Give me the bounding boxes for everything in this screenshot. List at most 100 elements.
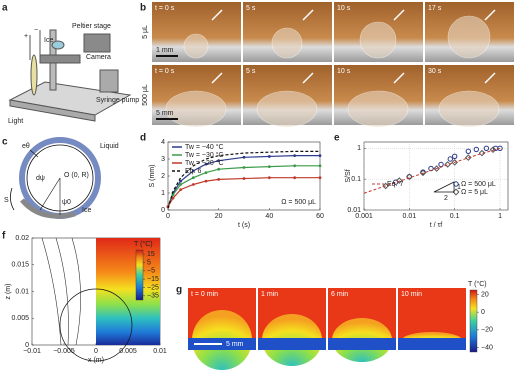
y-tick-label: 0	[25, 342, 29, 349]
temperature-field	[96, 238, 160, 345]
point	[318, 176, 322, 180]
legend-label: Ω = 5 μL	[461, 189, 488, 196]
label: Ice	[82, 207, 91, 214]
point	[179, 188, 183, 192]
contour-line	[41, 237, 62, 346]
droplet	[165, 90, 227, 128]
colorbar-label: 15	[147, 251, 155, 258]
y-tick-label: 1	[357, 145, 361, 152]
scale-label: 5 mm	[156, 110, 174, 117]
point	[293, 154, 297, 158]
point	[438, 161, 444, 168]
point	[473, 146, 480, 153]
slope-triangle	[433, 181, 455, 193]
legend-label: Tw = −30 °C	[185, 151, 224, 159]
cold-plate	[398, 338, 466, 350]
colorbar-label: 5	[147, 259, 151, 266]
y-tick-label: 0.02	[15, 235, 29, 242]
colorbar-title: T (°C)	[134, 240, 153, 248]
label: dψ	[36, 175, 45, 182]
series-line	[167, 155, 320, 207]
contour-line	[71, 237, 81, 346]
note: Ω = 500 μL	[281, 199, 316, 206]
point	[267, 155, 271, 158]
y-tick-label: 2	[161, 173, 165, 180]
point	[242, 177, 246, 180]
y-tick-label: 0.015	[11, 262, 29, 269]
point	[483, 145, 490, 151]
colorbar-label: −15	[147, 276, 159, 283]
label: Liquid	[100, 143, 119, 150]
colorbar-label: −5	[147, 268, 155, 275]
panel-label: e	[334, 133, 340, 144]
point	[406, 173, 413, 181]
legend-label: Tw = −40 °C	[185, 143, 224, 151]
point	[217, 159, 221, 163]
legend-label: Tw = −20 °C	[185, 159, 224, 167]
time-label: t = 0 s	[155, 5, 175, 12]
arrow	[393, 72, 405, 84]
point	[204, 162, 208, 166]
y-tick-label: 1	[161, 190, 165, 197]
x-tick-label: −0.01	[23, 348, 41, 355]
panel-label: d	[140, 133, 146, 144]
series-line	[167, 150, 320, 209]
point	[191, 176, 195, 180]
row-label: 5 μL	[142, 25, 149, 39]
arrow	[484, 9, 496, 21]
point	[497, 145, 503, 151]
colorbar	[469, 289, 478, 353]
x-tick-label: 0	[166, 213, 170, 220]
point	[204, 179, 208, 183]
point	[489, 146, 497, 154]
point	[293, 164, 297, 168]
point	[318, 154, 322, 158]
panel-label: f	[2, 231, 6, 242]
panel-label: b	[140, 3, 146, 14]
x-axis-label: t (s)	[238, 222, 250, 229]
point	[217, 178, 221, 181]
label: Peltier stage	[72, 23, 111, 30]
panel-label: g	[176, 285, 182, 296]
point	[179, 183, 183, 186]
droplet	[183, 33, 209, 59]
label: eθ	[22, 143, 30, 150]
point	[293, 176, 297, 180]
series-line	[167, 165, 320, 207]
legend-swatch	[452, 188, 460, 196]
point	[444, 161, 451, 168]
time-label: t = 0 s	[155, 68, 175, 75]
droplet	[359, 21, 397, 59]
y-tick-label: 0.01	[15, 288, 29, 295]
x-tick-label: 40	[265, 213, 273, 220]
x-tick-label: 0.005	[119, 348, 137, 355]
x-tick-label: 0.01	[403, 213, 417, 220]
colorbar-label: −20	[481, 327, 493, 334]
label: Camera	[86, 54, 111, 61]
label: Syringe pump	[96, 97, 139, 104]
arrow	[302, 72, 314, 84]
point	[433, 165, 440, 172]
point	[171, 196, 175, 200]
colorbar-label: 20	[481, 291, 489, 298]
y-axis-label: z (m)	[5, 284, 12, 300]
droplet	[438, 90, 500, 128]
scale-label: 5 mm	[226, 341, 244, 348]
point	[478, 149, 486, 157]
label: −	[34, 27, 38, 34]
y-tick-label: 4	[161, 139, 165, 146]
time-label: 10 min	[401, 291, 422, 298]
label: +	[24, 33, 28, 40]
cold-plate	[258, 338, 326, 350]
colorbar	[135, 249, 144, 301]
point	[451, 153, 458, 160]
slope-label: 1	[457, 184, 461, 191]
point	[191, 183, 195, 186]
legend-label: Eq. 7	[387, 181, 403, 188]
point	[171, 193, 175, 197]
time-label: t = 0 min	[191, 291, 218, 298]
arrow	[211, 72, 223, 84]
droplet	[347, 90, 409, 128]
colorbar-label: −25	[147, 284, 159, 291]
x-tick-label: 0.1	[450, 213, 460, 220]
